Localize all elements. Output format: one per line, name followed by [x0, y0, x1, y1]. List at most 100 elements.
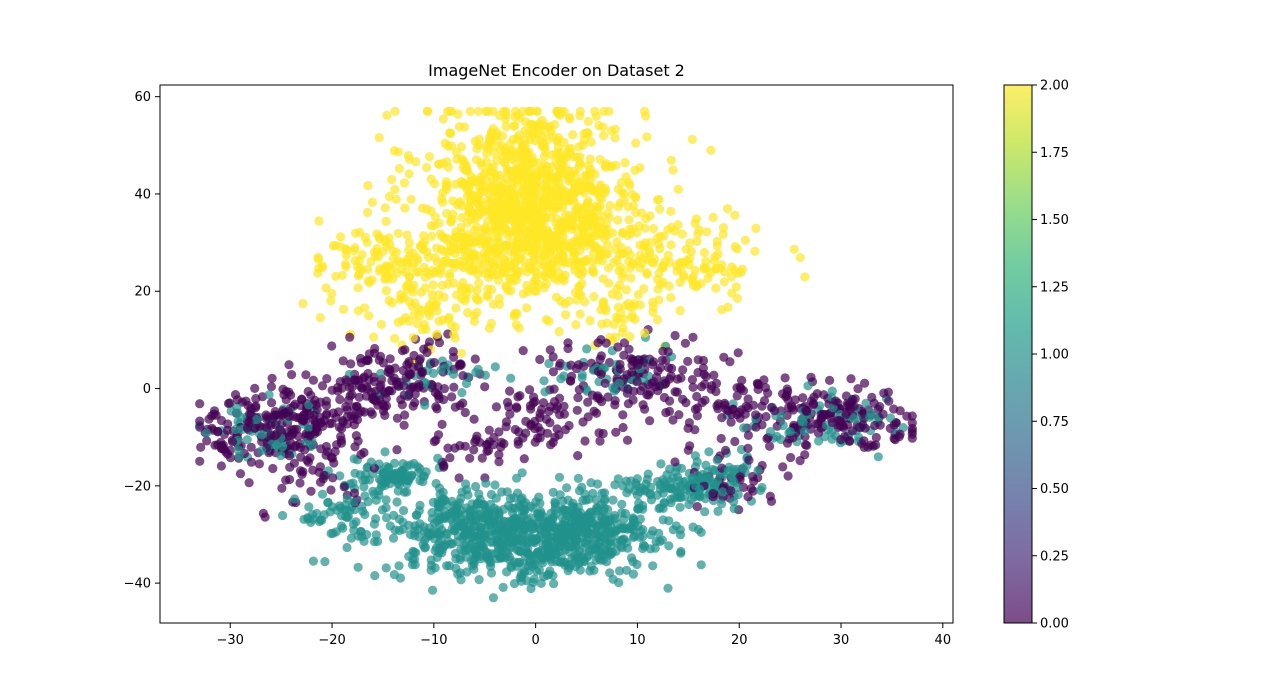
- scatter-point: [414, 379, 424, 389]
- scatter-point: [605, 201, 615, 211]
- scatter-point: [670, 457, 680, 467]
- scatter-point: [542, 521, 552, 531]
- y-tick-label: 60: [134, 90, 151, 105]
- scatter-point: [383, 367, 393, 377]
- scatter-point: [196, 442, 206, 452]
- scatter-point: [633, 290, 643, 300]
- scatter-point: [404, 238, 414, 248]
- scatter-point: [501, 121, 511, 131]
- scatter-point: [525, 385, 535, 395]
- scatter-point: [418, 539, 428, 550]
- scatter-point: [803, 381, 813, 391]
- scatter-point: [539, 283, 550, 293]
- scatter-point: [457, 388, 467, 398]
- scatter-point: [281, 386, 291, 397]
- scatter-point: [438, 395, 449, 405]
- scatter-point: [304, 422, 314, 433]
- scatter-point: [394, 381, 404, 391]
- scatter-point: [511, 402, 522, 412]
- scatter-point: [353, 436, 363, 446]
- scatter-point: [632, 490, 643, 500]
- scatter-point: [574, 546, 585, 556]
- scatter-point: [434, 529, 444, 539]
- scatter-point: [295, 478, 305, 488]
- scatter-point: [666, 206, 676, 216]
- scatter-point: [379, 387, 389, 397]
- scatter-point: [628, 514, 639, 524]
- scatter-point: [473, 527, 484, 537]
- scatter-point: [526, 404, 536, 414]
- scatter-point: [708, 489, 718, 499]
- scatter-point: [536, 530, 546, 540]
- scatter-point: [471, 549, 481, 559]
- scatter-point: [515, 215, 525, 225]
- scatter-point: [718, 223, 729, 233]
- scatter-point: [315, 462, 325, 472]
- scatter-point: [733, 489, 743, 500]
- scatter-point: [578, 537, 588, 547]
- scatter-point: [334, 422, 344, 432]
- scatter-point: [738, 482, 749, 492]
- scatter-point: [514, 130, 525, 140]
- scatter-point: [559, 505, 569, 515]
- scatter-point: [321, 450, 331, 460]
- scatter-point: [328, 408, 338, 418]
- scatter-point: [757, 482, 767, 493]
- scatter-point: [301, 370, 311, 380]
- scatter-point: [314, 216, 324, 226]
- scatter-point: [623, 384, 633, 394]
- scatter-point: [778, 462, 788, 472]
- scatter-point: [532, 106, 542, 116]
- scatter-point: [562, 483, 572, 493]
- colorbar-tick-label: 0.75: [1040, 415, 1069, 430]
- scatter-point: [648, 302, 658, 312]
- scatter-point: [751, 410, 761, 420]
- scatter-point: [559, 371, 569, 381]
- scatter-point: [267, 373, 277, 383]
- scatter-point: [483, 284, 493, 294]
- scatter-point: [290, 494, 300, 504]
- scatter-point: [295, 413, 305, 423]
- scatter-point: [600, 183, 610, 194]
- scatter-points: [195, 106, 917, 603]
- scatter-point: [456, 493, 466, 503]
- scatter-point: [697, 398, 707, 408]
- scatter-point: [363, 355, 373, 366]
- scatter-point: [426, 206, 436, 216]
- scatter-point: [699, 264, 709, 274]
- scatter-point: [679, 272, 689, 282]
- scatter-point: [620, 158, 630, 168]
- scatter-point: [668, 165, 678, 175]
- scatter-point: [433, 430, 444, 440]
- scatter-point: [376, 319, 386, 329]
- scatter-point: [437, 419, 447, 429]
- scatter-point: [575, 111, 585, 121]
- scatter-point: [759, 375, 769, 385]
- scatter-point: [628, 395, 638, 405]
- scatter-point: [525, 106, 535, 116]
- scatter-point: [517, 572, 527, 582]
- scatter-point: [566, 560, 576, 570]
- scatter-point: [522, 207, 532, 217]
- scatter-point: [759, 396, 770, 406]
- scatter-point: [417, 325, 428, 335]
- scatter-point: [513, 206, 523, 216]
- scatter-point: [411, 510, 421, 520]
- scatter-point: [233, 395, 243, 405]
- scatter-point: [548, 352, 558, 362]
- scatter-point: [616, 308, 626, 318]
- scatter-point: [614, 578, 624, 588]
- scatter-point: [528, 157, 538, 167]
- scatter-point: [617, 188, 627, 198]
- scatter-point: [653, 195, 663, 205]
- scatter-point: [646, 482, 656, 492]
- scatter-point: [631, 138, 641, 148]
- scatter-point: [730, 242, 740, 252]
- scatter-point: [578, 417, 588, 427]
- scatter-point: [636, 386, 646, 396]
- scatter-point: [469, 196, 480, 206]
- scatter-point: [460, 540, 470, 551]
- scatter-point: [560, 258, 570, 268]
- scatter-point: [507, 237, 517, 247]
- scatter-point: [472, 222, 482, 232]
